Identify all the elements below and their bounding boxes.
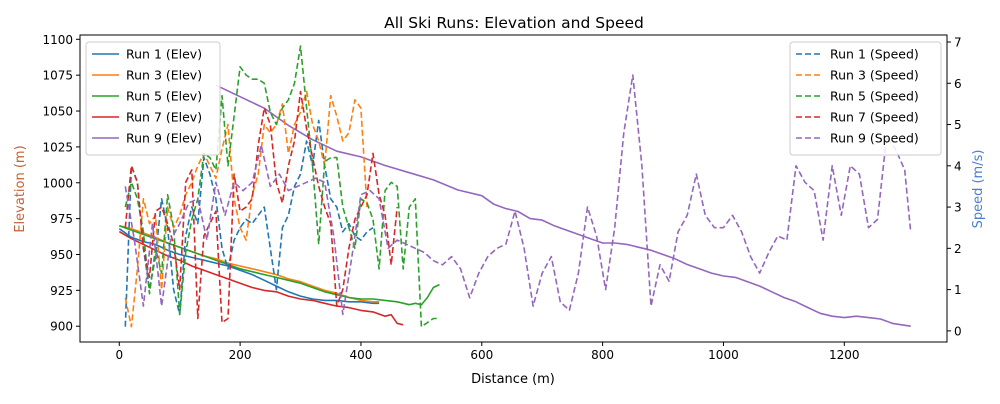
legend-label: Run 7 (Speed) <box>830 110 919 125</box>
series-line-run-1-speed <box>124 119 374 327</box>
legend-label: Run 7 (Elev) <box>126 110 202 125</box>
chart-title: All Ski Runs: Elevation and Speed <box>384 14 644 32</box>
x-axis-label: Distance (m) <box>471 372 555 387</box>
y-axis-left: 900 925 950 975 1000 1025 1050 1075 1100 <box>42 33 80 334</box>
x-tick-label: 800 <box>591 348 614 362</box>
y-left-tick-label: 975 <box>50 212 73 226</box>
x-tick-label: 0 <box>115 348 123 362</box>
legend-box <box>789 41 942 156</box>
y-axis-right: 0 1 2 3 4 5 6 7 <box>947 36 962 338</box>
y-right-tick-label: 5 <box>954 118 962 132</box>
legend-label: Run 5 (Speed) <box>830 89 919 104</box>
y-right-tick-label: 0 <box>954 324 962 338</box>
series-line-run-9-elev <box>215 84 911 327</box>
legend-label: Run 5 (Elev) <box>126 89 202 104</box>
legend-label: Run 9 (Speed) <box>830 131 919 146</box>
y-axis-right-label: Speed (m/s) <box>971 150 986 229</box>
x-tick-label: 400 <box>349 348 372 362</box>
series-line-run-3-elev <box>119 225 380 303</box>
x-tick-label: 200 <box>229 348 252 362</box>
series-line-run-5-elev <box>119 225 440 306</box>
legend-label: Run 9 (Elev) <box>126 131 202 146</box>
y-right-tick-label: 4 <box>954 159 962 173</box>
y-right-tick-label: 7 <box>954 36 962 50</box>
legend-elevation: Run 1 (Elev) Run 3 (Elev) Run 5 (Elev) Run … <box>85 41 221 156</box>
y-right-tick-label: 6 <box>954 77 962 91</box>
y-left-tick-label: 1100 <box>42 33 73 47</box>
y-right-tick-label: 1 <box>954 283 962 297</box>
x-tick-label: 600 <box>470 348 493 362</box>
x-axis: 0 200 400 600 800 1000 1200 <box>115 342 860 362</box>
y-right-tick-label: 2 <box>954 242 962 256</box>
y-left-tick-label: 900 <box>50 320 73 334</box>
x-tick-label: 1000 <box>708 348 739 362</box>
plot-lines <box>118 45 912 328</box>
legend-label: Run 3 (Speed) <box>830 68 919 83</box>
y-axis-left-label: Elevation (m) <box>13 145 28 232</box>
series-line-run-5-speed <box>124 45 440 328</box>
legend-label: Run 3 (Elev) <box>126 68 202 83</box>
legend-label: Run 1 (Speed) <box>830 47 919 62</box>
legend-label: Run 1 (Elev) <box>126 47 202 62</box>
y-left-tick-label: 950 <box>50 248 73 262</box>
y-left-tick-label: 1050 <box>42 105 73 119</box>
plot-frame <box>79 34 948 343</box>
y-left-tick-label: 1000 <box>42 176 73 190</box>
series-line-run-3-speed <box>124 90 368 328</box>
legend-speed: Run 1 (Speed) Run 3 (Speed) Run 5 (Speed) R… <box>789 41 942 156</box>
y-left-tick-label: 1025 <box>42 140 73 154</box>
series-line-run-9-speed <box>124 74 912 316</box>
y-left-tick-label: 1075 <box>42 69 73 83</box>
x-tick-label: 1200 <box>829 348 860 362</box>
legend-box <box>85 41 221 156</box>
y-left-tick-label: 925 <box>50 284 73 298</box>
y-right-tick-label: 3 <box>954 201 962 215</box>
